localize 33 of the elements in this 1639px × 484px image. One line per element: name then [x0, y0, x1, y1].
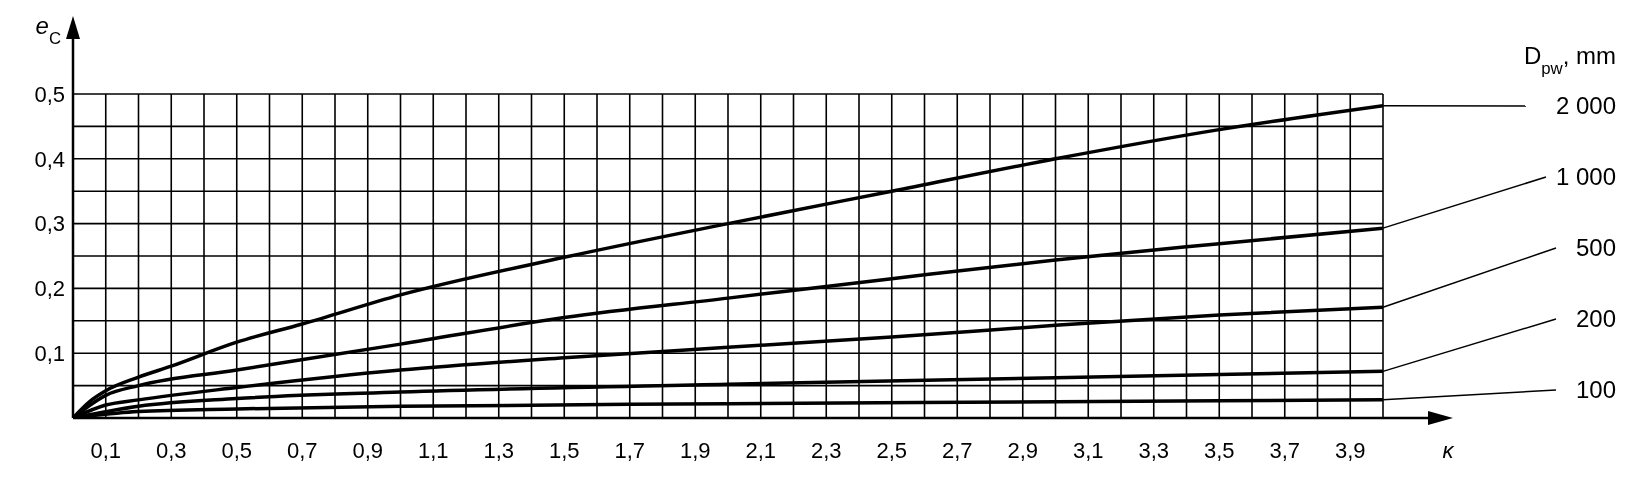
x-tick-label: 0,9: [352, 437, 384, 463]
x-tick-label: 0,5: [221, 437, 253, 463]
x-tick-label: 2,1: [745, 437, 777, 463]
text: 200: [1575, 305, 1616, 333]
x-axis-title: κ: [1442, 438, 1455, 463]
x-tick-label: 3,7: [1269, 437, 1301, 463]
text: 100: [1575, 376, 1616, 404]
y-tick-label: 0,1: [34, 341, 65, 367]
x-tick-label: 0,7: [286, 437, 318, 463]
x-tick-label: 2,3: [810, 437, 842, 463]
x-tick-label: 2,7: [941, 437, 973, 463]
y-tick-label: 0,5: [34, 81, 65, 107]
y-tick-label: 0,4: [34, 146, 65, 172]
x-tick-label: 3,1: [1072, 437, 1104, 463]
y-tick-label: 0,3: [34, 211, 65, 237]
x-tick-label: 3,9: [1334, 437, 1366, 463]
text: 2 000: [1555, 92, 1616, 120]
legend-title: D$_{pw}$, mm: [1523, 42, 1616, 78]
x-tick-label: 0,3: [155, 437, 187, 463]
x-tick-label: 1,7: [614, 437, 646, 463]
text: 1 000: [1555, 163, 1616, 191]
x-tick-label: 1,1: [417, 437, 449, 463]
x-tick-label: 3,3: [1138, 437, 1170, 463]
x-tick-label: 1,5: [548, 437, 580, 463]
x-tick-label: 1,9: [679, 437, 711, 463]
x-tick-label: 3,5: [1203, 437, 1235, 463]
y-tick-label: 0,2: [34, 276, 65, 302]
x-tick-label: 0,1: [90, 437, 122, 463]
y-axis-title: e$_{C}$: [35, 12, 61, 48]
text: 500: [1575, 234, 1616, 262]
x-tick-label: 2,5: [876, 437, 908, 463]
x-tick-label: 1,3: [483, 437, 515, 463]
x-tick-label: 2,9: [1007, 437, 1039, 463]
